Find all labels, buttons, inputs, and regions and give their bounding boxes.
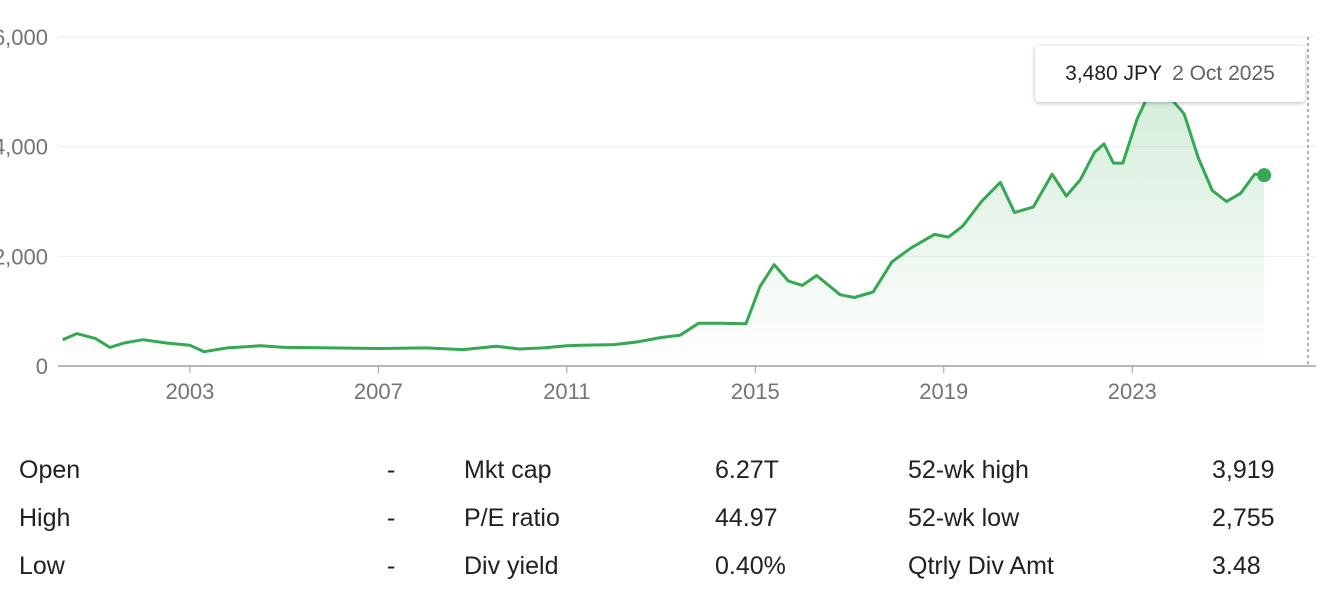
tooltip-date: 2 Oct 2025 <box>1172 62 1275 85</box>
stat-value: - <box>387 552 396 580</box>
price-area-fill <box>62 80 1265 367</box>
tooltip-price: 3,480 JPY <box>1065 62 1163 85</box>
y-tick-label: 0 <box>36 354 48 379</box>
stat-value: 2,755 <box>1212 504 1275 532</box>
x-tick-label: 2019 <box>919 379 968 404</box>
x-tick-label: 2003 <box>165 379 214 404</box>
key-stats-table: Open - Mkt cap 6.27T 52-wk high 3,919 Hi… <box>0 446 1336 590</box>
stat-label: Low <box>19 552 65 580</box>
x-tick-label: 2023 <box>1108 379 1157 404</box>
stat-label: High <box>19 504 71 532</box>
stat-label: P/E ratio <box>464 504 560 532</box>
stat-label: Div yield <box>464 552 559 580</box>
stat-label: 52-wk high <box>908 456 1029 484</box>
x-tick-label: 2011 <box>543 379 590 404</box>
stat-value: 6.27T <box>715 456 779 484</box>
price-line <box>62 79 1265 354</box>
stat-value: 3,919 <box>1212 456 1275 484</box>
stat-row: Low - Div yield 0.40% Qtrly Div Amt 3.48 <box>0 542 1336 590</box>
stat-label: Open <box>19 456 81 484</box>
stat-label: Mkt cap <box>464 456 552 484</box>
x-tick-label: 2015 <box>731 379 780 404</box>
y-axis: 6,000 4,000 2,000 0 <box>0 25 48 379</box>
stat-value: 0.40% <box>715 552 786 580</box>
x-tick-label: 2007 <box>354 379 403 404</box>
stat-label: Qtrly Div Amt <box>908 552 1054 580</box>
x-axis: 2003 2007 2011 2015 2019 2023 <box>165 366 1157 404</box>
y-tick-label: 4,000 <box>0 135 48 160</box>
stat-label: 52-wk low <box>908 504 1020 532</box>
y-tick-label: 6,000 <box>0 25 48 50</box>
stat-value: - <box>387 456 396 484</box>
hover-point <box>1257 168 1272 183</box>
y-tick-label: 2,000 <box>0 244 48 269</box>
stat-row: High - P/E ratio 44.97 52-wk low 2,755 <box>0 494 1336 542</box>
price-tooltip: 3,480 JPY 2 Oct 2025 <box>1035 46 1305 102</box>
stat-row: Open - Mkt cap 6.27T 52-wk high 3,919 <box>0 446 1336 494</box>
stat-value: - <box>387 504 396 532</box>
price-chart[interactable]: 6,000 4,000 2,000 0 2003 2007 2011 2015 2019 202… <box>0 0 1336 420</box>
stat-value: 3.48 <box>1212 552 1261 580</box>
stat-value: 44.97 <box>715 504 778 532</box>
